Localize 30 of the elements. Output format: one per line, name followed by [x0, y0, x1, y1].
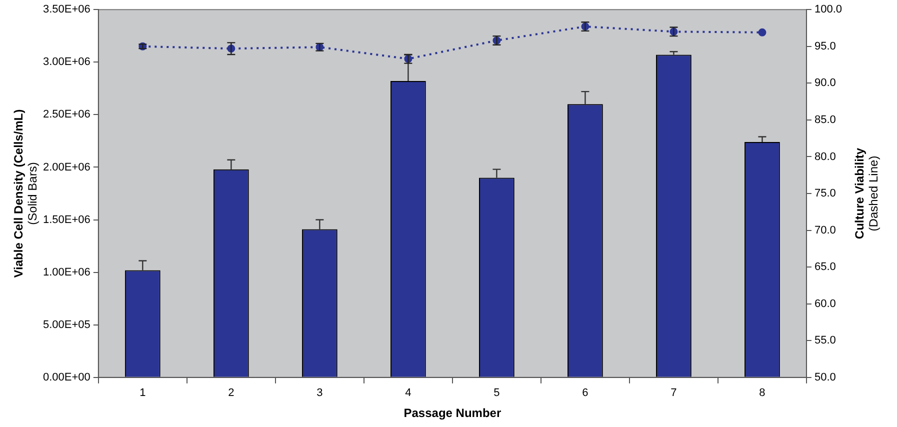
x-tick-label: 6 — [582, 387, 588, 400]
y-tick-label: 3.50E+06 — [43, 4, 90, 16]
y-axis-title: Viable Cell Density (Cells/mL) (Solid Bars) — [11, 109, 40, 278]
y2-tick-label: 55.0 — [814, 334, 836, 347]
x-tick-label: 7 — [670, 387, 677, 400]
y2-tick-label: 80.0 — [814, 150, 836, 163]
y2-tick-label: 90.0 — [814, 77, 836, 90]
x-tick-label: 5 — [494, 387, 500, 400]
y2-tick-label: 95.0 — [814, 40, 836, 52]
x-tick-label: 1 — [140, 387, 146, 400]
y-tick-label: 0.00E+00 — [43, 371, 90, 384]
y2-axis-title: Culture Viability (Dashed Line) — [852, 148, 880, 240]
x-tick-label: 8 — [759, 387, 766, 400]
x-tick-label: 4 — [405, 387, 412, 400]
y-tick-label: 2.00E+06 — [43, 161, 90, 174]
x-axis-title: Passage Number — [404, 406, 502, 420]
y2-tick-label: 100.0 — [814, 4, 842, 16]
y2-tick-label: 65.0 — [814, 261, 836, 274]
y2-tick-label: 75.0 — [814, 188, 836, 200]
y2-tick-label: 60.0 — [814, 298, 836, 310]
y-tick-label: 1.50E+06 — [43, 214, 90, 226]
y2-tick-label: 85.0 — [814, 114, 836, 126]
x-tick-label: 3 — [316, 387, 323, 400]
y2-tick-label: 70.0 — [814, 224, 836, 236]
y-tick-label: 5.00E+05 — [43, 318, 90, 331]
y-tick-label: 1.00E+06 — [43, 266, 90, 278]
x-tick-label: 2 — [228, 387, 234, 400]
y-tick-label: 2.50E+06 — [43, 108, 90, 121]
y-tick-label: 3.00E+06 — [43, 56, 90, 68]
y2-tick-label: 50.0 — [814, 371, 836, 384]
